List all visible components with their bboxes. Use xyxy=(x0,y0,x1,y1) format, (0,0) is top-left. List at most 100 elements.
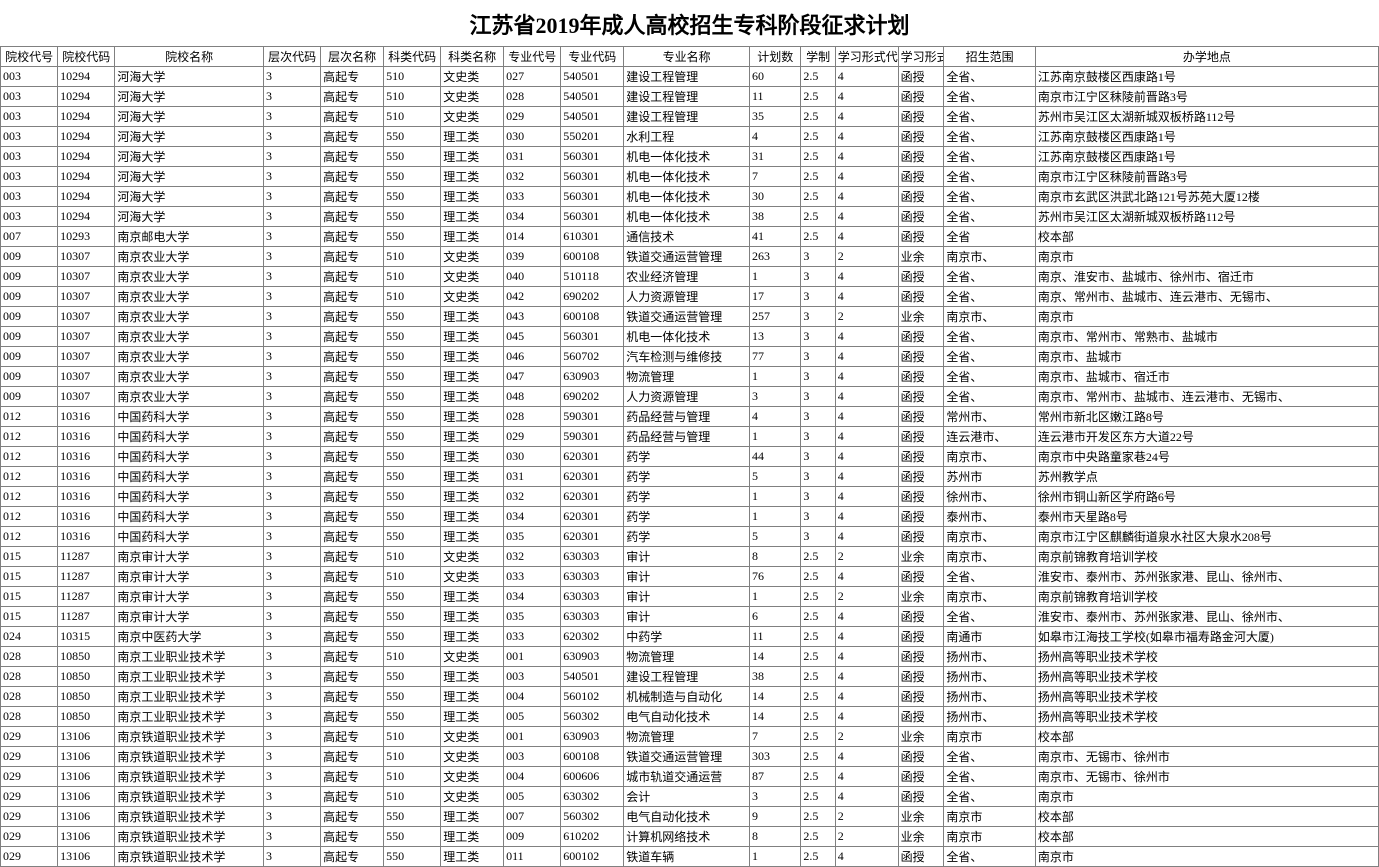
table-cell: 高起专 xyxy=(321,467,384,487)
table-cell: 4 xyxy=(835,567,898,587)
table-cell: 590301 xyxy=(561,407,624,427)
table-cell: 3 xyxy=(264,787,321,807)
table-cell: 4 xyxy=(835,447,898,467)
table-cell: 4 xyxy=(835,147,898,167)
table-cell: 药学 xyxy=(624,487,750,507)
table-cell: 业余 xyxy=(898,547,944,567)
table-cell: 550 xyxy=(384,687,441,707)
table-cell: 函授 xyxy=(898,187,944,207)
table-cell: 南京市、 xyxy=(944,247,1035,267)
table-cell: 30 xyxy=(749,187,800,207)
table-cell: 550 xyxy=(384,467,441,487)
table-cell: 4 xyxy=(835,627,898,647)
table-cell: 550 xyxy=(384,207,441,227)
table-cell: 550 xyxy=(384,407,441,427)
table-cell: 13 xyxy=(749,327,800,347)
table-cell: 4 xyxy=(835,287,898,307)
table-row: 01210316中国药科大学3高起专550理工类031620301药学534函授… xyxy=(1,467,1379,487)
table-cell: 全省、 xyxy=(944,147,1035,167)
table-cell: 3 xyxy=(264,687,321,707)
table-cell: 徐州市、 xyxy=(944,487,1035,507)
column-header: 学制 xyxy=(801,47,835,67)
table-cell: 常州市新北区嫩江路8号 xyxy=(1035,407,1378,427)
table-cell: 南京审计大学 xyxy=(115,547,264,567)
table-cell: 河海大学 xyxy=(115,187,264,207)
table-cell: 函授 xyxy=(898,227,944,247)
table-cell: 003 xyxy=(1,187,58,207)
table-row: 01511287南京审计大学3高起专550理工类035630303审计62.54… xyxy=(1,607,1379,627)
table-cell: 10307 xyxy=(58,347,115,367)
table-cell: 理工类 xyxy=(441,447,504,467)
table-cell: 13106 xyxy=(58,727,115,747)
table-cell: 4 xyxy=(835,767,898,787)
table-cell: 4 xyxy=(835,167,898,187)
table-cell: 550 xyxy=(384,827,441,847)
table-cell: 560301 xyxy=(561,187,624,207)
table-cell: 全省、 xyxy=(944,67,1035,87)
table-cell: 3 xyxy=(801,267,835,287)
table-cell: 1 xyxy=(749,267,800,287)
table-cell: 5 xyxy=(749,527,800,547)
table-cell: 南京铁道职业技术学 xyxy=(115,767,264,787)
table-cell: 高起专 xyxy=(321,647,384,667)
table-cell: 高起专 xyxy=(321,107,384,127)
table-cell: 全省、 xyxy=(944,787,1035,807)
table-cell: 校本部 xyxy=(1035,227,1378,247)
table-cell: 江苏南京鼓楼区西康路1号 xyxy=(1035,67,1378,87)
table-cell: 函授 xyxy=(898,107,944,127)
table-cell: 南京市 xyxy=(1035,247,1378,267)
table-cell: 028 xyxy=(1,667,58,687)
table-cell: 2.5 xyxy=(801,667,835,687)
table-cell: 汽车检测与维修技 xyxy=(624,347,750,367)
table-cell: 文史类 xyxy=(441,767,504,787)
table-cell: 4 xyxy=(835,507,898,527)
table-cell: 函授 xyxy=(898,447,944,467)
table-row: 02810850南京工业职业技术学3高起专550理工类004560102机械制造… xyxy=(1,687,1379,707)
table-row: 02913106南京铁道职业技术学3高起专550理工类007560302电气自动… xyxy=(1,807,1379,827)
table-row: 00910307南京农业大学3高起专550理工类048690202人力资源管理3… xyxy=(1,387,1379,407)
table-cell: 高起专 xyxy=(321,287,384,307)
table-cell: 物流管理 xyxy=(624,727,750,747)
table-cell: 001 xyxy=(504,727,561,747)
table-cell: 药品经营与管理 xyxy=(624,427,750,447)
table-cell: 2 xyxy=(835,547,898,567)
table-cell: 函授 xyxy=(898,487,944,507)
table-cell: 泰州市、 xyxy=(944,507,1035,527)
table-cell: 4 xyxy=(835,187,898,207)
table-cell: 南京农业大学 xyxy=(115,387,264,407)
table-cell: 028 xyxy=(1,707,58,727)
table-cell: 函授 xyxy=(898,207,944,227)
table-cell: 690202 xyxy=(561,387,624,407)
table-cell: 10294 xyxy=(58,67,115,87)
table-cell: 13106 xyxy=(58,747,115,767)
table-cell: 620301 xyxy=(561,487,624,507)
table-cell: 河海大学 xyxy=(115,207,264,227)
table-cell: 3 xyxy=(264,227,321,247)
table-cell: 3 xyxy=(801,367,835,387)
table-cell: 015 xyxy=(1,547,58,567)
table-cell: 560702 xyxy=(561,347,624,367)
column-header: 专业代号 xyxy=(504,47,561,67)
table-cell: 4 xyxy=(835,787,898,807)
table-cell: 004 xyxy=(504,687,561,707)
table-cell: 3 xyxy=(264,447,321,467)
table-cell: 029 xyxy=(1,767,58,787)
table-cell: 3 xyxy=(264,367,321,387)
table-cell: 业余 xyxy=(898,807,944,827)
table-cell: 012 xyxy=(1,467,58,487)
table-cell: 计算机网络技术 xyxy=(624,827,750,847)
table-row: 01210316中国药科大学3高起专550理工类032620301药学134函授… xyxy=(1,487,1379,507)
table-cell: 全省、 xyxy=(944,107,1035,127)
table-cell: 029 xyxy=(1,847,58,867)
table-cell: 函授 xyxy=(898,707,944,727)
table-cell: 南京市 xyxy=(944,727,1035,747)
table-row: 02810850南京工业职业技术学3高起专510文史类001630903物流管理… xyxy=(1,647,1379,667)
table-cell: 高起专 xyxy=(321,727,384,747)
table-cell: 南京中医药大学 xyxy=(115,627,264,647)
table-cell: 南京工业职业技术学 xyxy=(115,707,264,727)
table-cell: 函授 xyxy=(898,267,944,287)
table-cell: 4 xyxy=(835,747,898,767)
table-cell: 012 xyxy=(1,527,58,547)
table-cell: 2 xyxy=(835,727,898,747)
table-cell: 2.5 xyxy=(801,827,835,847)
